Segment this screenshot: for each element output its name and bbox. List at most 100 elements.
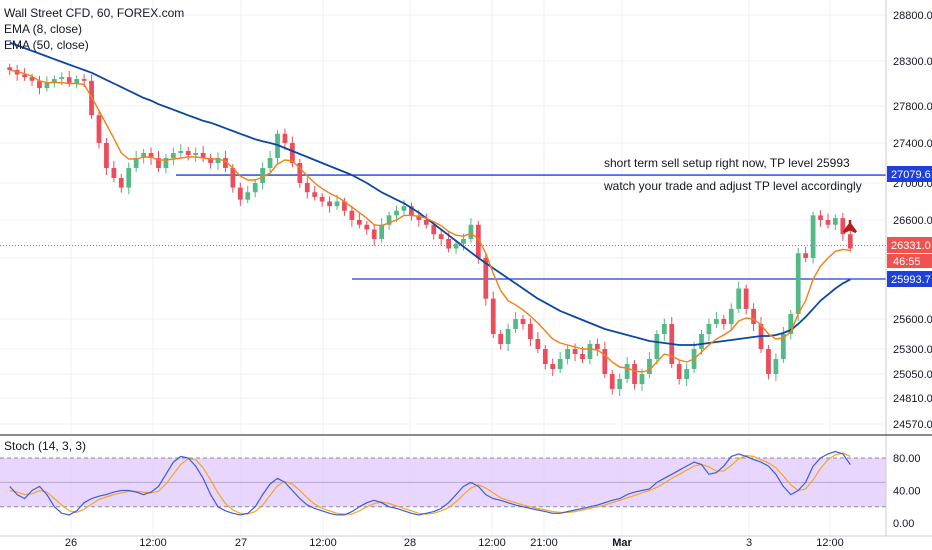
stoch-lines bbox=[9, 450, 851, 516]
candle-body bbox=[200, 153, 206, 158]
candle-body bbox=[587, 344, 593, 359]
candle-body bbox=[22, 74, 27, 78]
stoch-tick-label: 80.00 bbox=[893, 453, 921, 465]
candle-body bbox=[37, 80, 42, 88]
price-tick-label: 24810.0 bbox=[893, 393, 932, 405]
candle-body bbox=[475, 224, 481, 258]
candle-body bbox=[126, 168, 132, 188]
candle-body bbox=[632, 364, 637, 384]
price-tick-label: 28300.0 bbox=[893, 56, 932, 68]
annotation-adjust-tp: watch your trade and adjust TP level acc… bbox=[603, 179, 862, 193]
time-tick-label: 12:00 bbox=[816, 537, 844, 549]
candle-body bbox=[721, 319, 727, 324]
candle-body bbox=[565, 349, 570, 359]
candle-body bbox=[423, 220, 429, 225]
time-tick-label: 12:00 bbox=[139, 537, 167, 549]
candle-body bbox=[81, 79, 87, 81]
time-tick-label: Mar bbox=[612, 537, 632, 549]
candle-body bbox=[208, 158, 213, 163]
candle-body bbox=[431, 224, 437, 235]
candle-body bbox=[327, 201, 332, 207]
price-tick-label: 25300.0 bbox=[893, 344, 932, 356]
time-tick-label: 27 bbox=[235, 537, 247, 549]
candle-body bbox=[156, 158, 161, 168]
time-tick-label: 28 bbox=[404, 537, 416, 549]
candle-body bbox=[282, 133, 288, 143]
ema-slow-legend[interactable]: EMA (50, close) bbox=[4, 38, 89, 52]
candle-body bbox=[371, 229, 377, 239]
stoch-tick-label: 40.00 bbox=[893, 486, 921, 498]
candle-body bbox=[193, 153, 199, 155]
candle-body bbox=[401, 206, 407, 211]
candle-body bbox=[7, 67, 13, 70]
time-tick-label: 3 bbox=[746, 537, 752, 549]
time-tick-label: 26 bbox=[65, 537, 77, 549]
candle-body bbox=[557, 359, 563, 369]
candle-body bbox=[51, 79, 57, 83]
candle-body bbox=[483, 258, 489, 299]
candle-body bbox=[572, 349, 578, 354]
tick-labels: 28800.028300.027800.027400.027000.026600… bbox=[65, 10, 932, 549]
candle-body bbox=[780, 334, 786, 359]
candle-body bbox=[580, 354, 585, 359]
candle-body bbox=[818, 215, 823, 220]
candle-body bbox=[260, 168, 266, 183]
candle-body bbox=[118, 178, 124, 188]
candle-body bbox=[141, 153, 146, 158]
candle-body bbox=[810, 215, 816, 258]
time-tick-label: 12:00 bbox=[478, 537, 506, 549]
stoch-legend[interactable]: Stoch (14, 3, 3) bbox=[4, 439, 86, 453]
candle-body bbox=[215, 158, 221, 163]
candle-body bbox=[714, 319, 719, 324]
candle-body bbox=[639, 374, 645, 384]
candle-body bbox=[513, 319, 518, 329]
candle-body bbox=[833, 218, 838, 225]
candle-body bbox=[111, 168, 117, 178]
ema-50-line bbox=[9, 41, 851, 346]
candle-body bbox=[840, 218, 846, 235]
candle-body bbox=[319, 196, 325, 202]
symbol-title[interactable]: Wall Street CFD, 60, FOREX.com bbox=[4, 6, 184, 20]
price-tick-label: 25050.0 bbox=[893, 369, 932, 381]
stoch-k-line bbox=[9, 450, 851, 516]
candle-body bbox=[795, 253, 801, 314]
candle-body bbox=[602, 349, 608, 374]
svg-text:25993.7: 25993.7 bbox=[891, 274, 931, 286]
price-tick-label: 28800.0 bbox=[893, 10, 932, 22]
candle-body bbox=[312, 192, 318, 197]
candle-body bbox=[237, 187, 243, 200]
candle-body bbox=[609, 374, 615, 389]
candle-body bbox=[542, 349, 548, 364]
candle-body bbox=[245, 192, 251, 200]
price-tag-upper-level: 27079.6 bbox=[887, 166, 932, 182]
candle-body bbox=[178, 151, 184, 153]
candle-body bbox=[505, 329, 511, 344]
candle-body bbox=[446, 239, 451, 249]
candle-body bbox=[661, 324, 667, 334]
candle-body bbox=[290, 143, 295, 163]
candle-body bbox=[654, 334, 660, 359]
candle-body bbox=[267, 158, 273, 168]
ema-8-line bbox=[9, 69, 851, 373]
ema-fast-legend[interactable]: EMA (8, close) bbox=[4, 22, 82, 36]
candle-body bbox=[728, 308, 734, 324]
candle-body bbox=[230, 168, 236, 188]
candle-body bbox=[223, 158, 228, 168]
candle-body bbox=[647, 359, 652, 374]
candle-body bbox=[297, 163, 303, 183]
candle-body bbox=[29, 77, 35, 81]
candle-body bbox=[520, 319, 526, 324]
candle-body bbox=[416, 215, 422, 220]
candle-body bbox=[594, 344, 600, 349]
candle-body bbox=[468, 224, 474, 239]
price-tick-label: 26600.0 bbox=[893, 215, 932, 227]
svg-text:46:55: 46:55 bbox=[893, 256, 921, 268]
candle-body bbox=[394, 210, 399, 216]
candle-body bbox=[96, 115, 102, 143]
price-tag-current: 26331.0 bbox=[887, 237, 932, 253]
candle-body bbox=[409, 206, 414, 216]
candle-body bbox=[349, 210, 355, 220]
candle-body bbox=[133, 158, 139, 168]
candle-body bbox=[498, 334, 504, 344]
